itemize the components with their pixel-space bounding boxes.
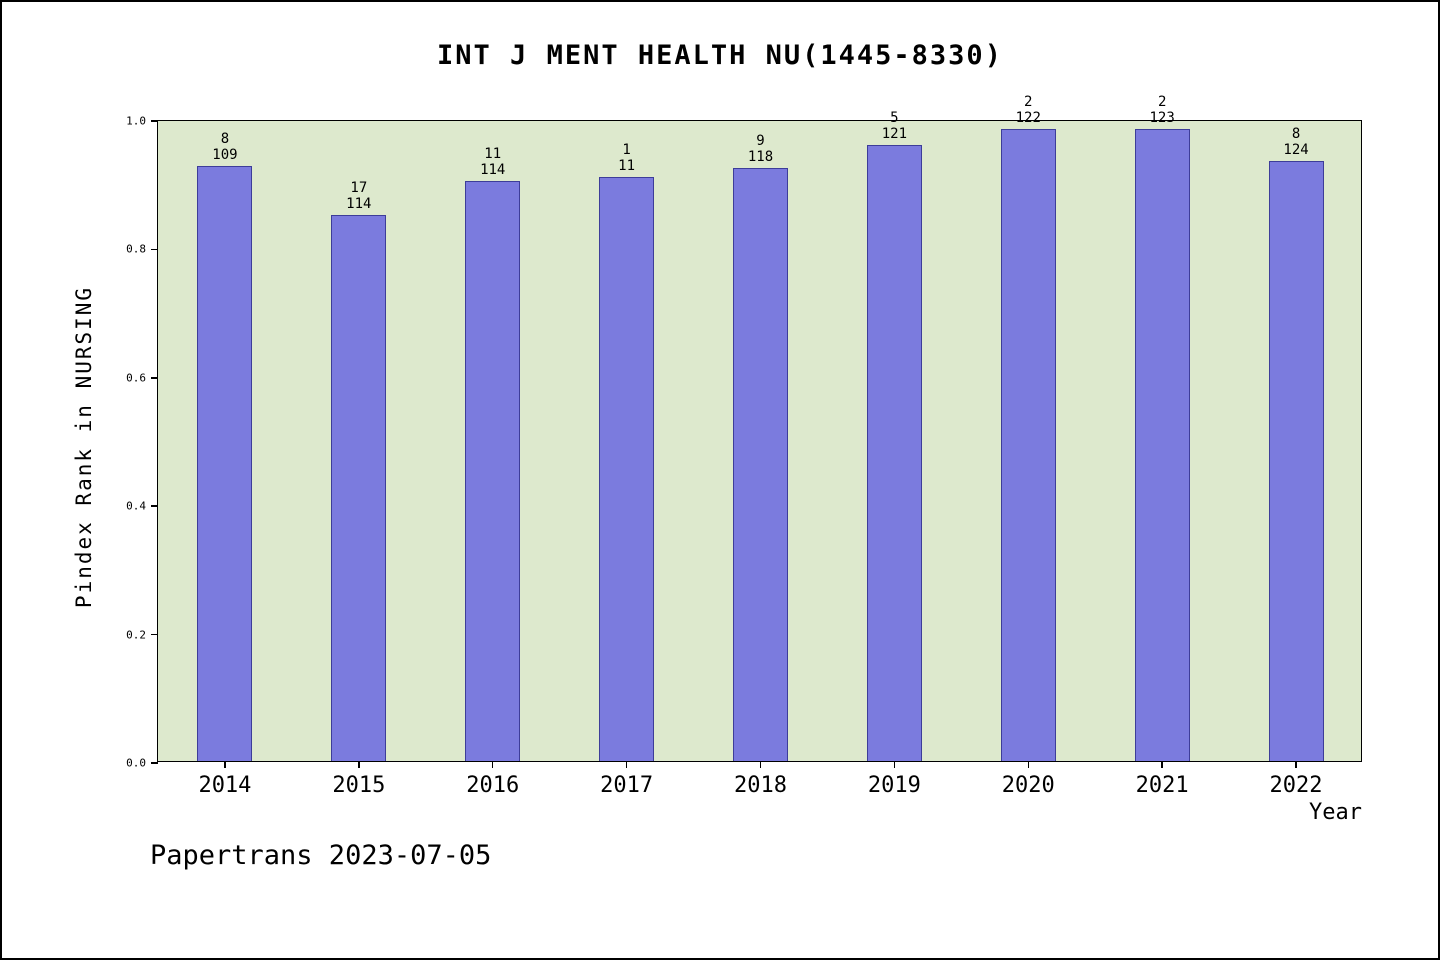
bar-2015 bbox=[331, 215, 387, 761]
y-tick-mark-1.0 bbox=[151, 120, 158, 122]
y-tick-mark-0.6 bbox=[151, 377, 158, 379]
x-axis-label: Year bbox=[1309, 800, 1362, 825]
x-tick-mark-2015 bbox=[358, 761, 360, 768]
watermark-text: Papertrans 2023-07-05 bbox=[150, 840, 492, 871]
bar-value-label-2014: 8 109 bbox=[212, 131, 238, 163]
x-tick-label-2015: 2015 bbox=[332, 773, 386, 798]
bar-2016 bbox=[465, 181, 521, 761]
x-tick-mark-2018 bbox=[759, 761, 762, 768]
bar-value-label-2020: 2 122 bbox=[1015, 94, 1041, 126]
plot-area: 8 109 2014 17 114 2015 11 114 2016 1 11 2017 9 118 201… bbox=[126, 94, 1362, 798]
x-tick-mark-2021 bbox=[1161, 761, 1163, 768]
y-tick-label-0.4: 0.4 bbox=[126, 499, 146, 513]
y-tick-label-0.6: 0.6 bbox=[126, 371, 146, 385]
x-tick-mark-2014 bbox=[224, 761, 226, 768]
y-tick-label-0.0: 0.0 bbox=[126, 756, 146, 770]
bar-2019 bbox=[866, 145, 922, 761]
x-tick-label-2016: 2016 bbox=[466, 773, 520, 798]
bar-value-label-2019: 5 121 bbox=[881, 110, 908, 142]
x-tick-label-2017: 2017 bbox=[600, 773, 654, 798]
bar-value-label-2015: 17 114 bbox=[346, 180, 372, 212]
bar-value-label-2022: 8 124 bbox=[1283, 126, 1309, 158]
x-tick-label-2018: 2018 bbox=[734, 773, 787, 798]
y-tick-mark-0.8 bbox=[151, 248, 158, 251]
x-tick-label-2021: 2021 bbox=[1135, 773, 1189, 798]
x-tick-mark-2019 bbox=[893, 761, 896, 768]
chart-title: INT J MENT HEALTH NU(1445-8330) bbox=[437, 40, 1003, 71]
y-tick-mark-0.2 bbox=[151, 633, 158, 636]
x-tick-label-2019: 2019 bbox=[867, 773, 921, 798]
y-tick-label-0.8: 0.8 bbox=[126, 242, 146, 256]
bar-2017 bbox=[599, 177, 655, 761]
bar-value-label-2018: 9 118 bbox=[747, 133, 774, 165]
bar-2020 bbox=[1000, 129, 1056, 761]
x-tick-mark-2022 bbox=[1295, 761, 1297, 768]
x-tick-label-2022: 2022 bbox=[1269, 773, 1323, 798]
bar-2021 bbox=[1134, 129, 1190, 761]
x-tick-mark-2017 bbox=[625, 761, 628, 768]
x-tick-mark-2016 bbox=[491, 761, 494, 768]
bar-2022 bbox=[1268, 161, 1324, 761]
y-tick-label-1.0: 1.0 bbox=[126, 114, 146, 128]
x-tick-label-2020: 2020 bbox=[1001, 773, 1055, 798]
bar-2014 bbox=[197, 166, 253, 761]
y-tick-mark-0.4 bbox=[151, 505, 158, 507]
x-tick-label-2014: 2014 bbox=[198, 773, 252, 798]
bar-value-label-2017: 1 11 bbox=[618, 142, 636, 174]
bar-value-label-2016: 11 114 bbox=[480, 146, 506, 178]
y-axis-label: Pindex Rank in NURSING bbox=[72, 285, 96, 609]
bar-value-label-2021: 2 123 bbox=[1149, 94, 1175, 126]
x-tick-mark-2020 bbox=[1027, 761, 1030, 768]
y-tick-label-0.2: 0.2 bbox=[126, 628, 146, 642]
y-tick-mark-0.0 bbox=[151, 762, 158, 764]
bar-2018 bbox=[733, 168, 788, 761]
